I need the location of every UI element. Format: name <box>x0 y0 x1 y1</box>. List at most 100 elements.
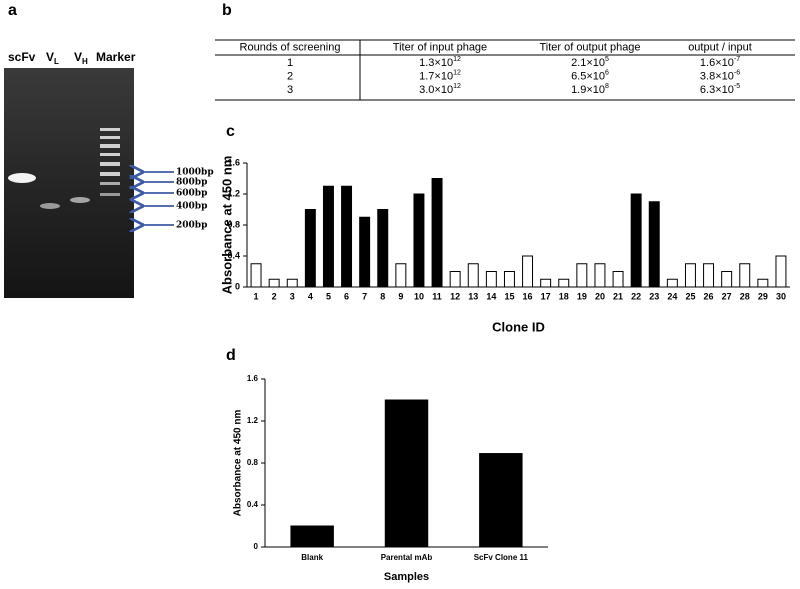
gel-band <box>40 203 60 209</box>
lane-label-sub: H <box>82 57 88 66</box>
bar <box>721 271 733 288</box>
cell-exp: 5 <box>605 56 609 63</box>
bar <box>250 263 262 288</box>
bar <box>703 263 715 288</box>
table-cell: 1.6×10-7 <box>700 56 740 69</box>
x-tick-label: 28 <box>740 291 750 301</box>
size-label: 800bp <box>176 178 207 188</box>
bar <box>648 201 660 288</box>
lane-label: scFv <box>8 50 36 64</box>
y-tick-label: 0.8 <box>247 458 259 467</box>
bar <box>540 278 552 288</box>
table-cell: 1.3×1012 <box>419 56 461 69</box>
table-cell: 1 <box>287 57 293 69</box>
lane-label-main: scFv <box>8 50 36 64</box>
table-cell: 6.3×10-5 <box>700 83 740 96</box>
x-tick-label: 25 <box>685 291 695 301</box>
bar <box>684 263 696 288</box>
x-axis-title: Samples <box>384 571 429 583</box>
bar <box>739 263 751 288</box>
bar <box>268 278 280 288</box>
x-tick-label: 2 <box>272 291 277 301</box>
x-tick-label: 22 <box>631 291 641 301</box>
table-cell: 1.7×1012 <box>419 69 461 82</box>
x-tick-label: 19 <box>577 291 587 301</box>
bar <box>395 263 407 288</box>
y-tick-label: 0.8 <box>227 219 240 229</box>
lane-label-main: V <box>46 50 54 64</box>
x-tick-label: 5 <box>326 291 331 301</box>
panel-label: b <box>222 2 232 19</box>
x-tick-label: 21 <box>613 291 623 301</box>
lane-label: VL <box>46 50 59 66</box>
cell-exp: -7 <box>734 56 740 63</box>
x-tick-label: 18 <box>559 291 569 301</box>
cell-exp: 6 <box>605 69 609 76</box>
y-axis-title: Absorbance at 450 nm <box>219 156 234 295</box>
cell-base: 3.8×10 <box>700 70 734 82</box>
y-axis-title: Absorbance at 450 nm <box>233 410 244 517</box>
y-tick-label: 1.6 <box>247 374 259 383</box>
size-label: 600bp <box>176 189 207 199</box>
bar <box>413 193 425 288</box>
table-cell: 3.0×1012 <box>419 83 461 96</box>
lane-label-main: V <box>74 50 82 64</box>
bar <box>612 271 624 288</box>
size-label: 1000bp <box>176 168 214 178</box>
table-cell: 2.1×105 <box>571 56 609 69</box>
x-tick-label: 24 <box>667 291 677 301</box>
x-tick-label: 14 <box>486 291 496 301</box>
ladder <box>100 128 120 196</box>
x-tick-label: 23 <box>649 291 659 301</box>
table-cell: 3.8×10-6 <box>700 69 740 82</box>
lane-label: Marker <box>96 50 136 64</box>
x-tick-label: 16 <box>523 291 533 301</box>
bar <box>431 178 443 288</box>
cell-base: 3.0×10 <box>419 84 453 96</box>
x-tick-label: 11 <box>432 291 442 301</box>
cell-exp: 12 <box>453 56 461 63</box>
cell-base: 6.3×10 <box>700 84 734 96</box>
cell-exp: 12 <box>453 83 461 90</box>
panel-label: c <box>226 123 235 140</box>
cell-exp: -6 <box>734 69 740 76</box>
x-tick-label: 6 <box>344 291 349 301</box>
table-header: output / input <box>688 41 752 53</box>
x-tick-label: 1 <box>254 291 259 301</box>
y-tick-label: 1.6 <box>227 157 240 167</box>
table-header: Rounds of screening <box>240 41 341 53</box>
cell-exp: -5 <box>734 83 740 90</box>
x-tick-label: 27 <box>722 291 732 301</box>
bar <box>304 209 316 288</box>
bar <box>503 271 515 288</box>
table-cell: 2 <box>287 70 293 82</box>
bar <box>384 399 429 548</box>
table: Rounds of screening Titer of input phage T… <box>215 39 795 101</box>
size-label: 200bp <box>176 221 207 231</box>
bar <box>775 255 787 288</box>
cell-base: 6.5×10 <box>571 70 605 82</box>
bar <box>359 216 371 288</box>
bar <box>576 263 588 288</box>
table-cell: 3 <box>287 84 293 96</box>
x-tick-label: 3 <box>290 291 295 301</box>
bar <box>666 278 678 288</box>
cell-exp: 8 <box>605 83 609 90</box>
x-tick-label: 17 <box>541 291 551 301</box>
bar <box>594 263 606 288</box>
bar <box>322 185 334 288</box>
table-cell: 1.9×108 <box>571 83 609 96</box>
y-tick-label: 1.2 <box>227 188 240 198</box>
bar <box>286 278 298 288</box>
x-tick-label: 7 <box>362 291 367 301</box>
x-tick-label: 10 <box>414 291 424 301</box>
cell-exp: 12 <box>453 69 461 76</box>
y-tick-label: 0.4 <box>247 500 259 509</box>
bar <box>558 278 570 288</box>
bar <box>522 255 534 288</box>
y-tick-label: 1.2 <box>247 416 259 425</box>
bar <box>467 263 479 288</box>
size-label: 400bp <box>176 202 207 212</box>
x-tick-label: 4 <box>308 291 313 301</box>
